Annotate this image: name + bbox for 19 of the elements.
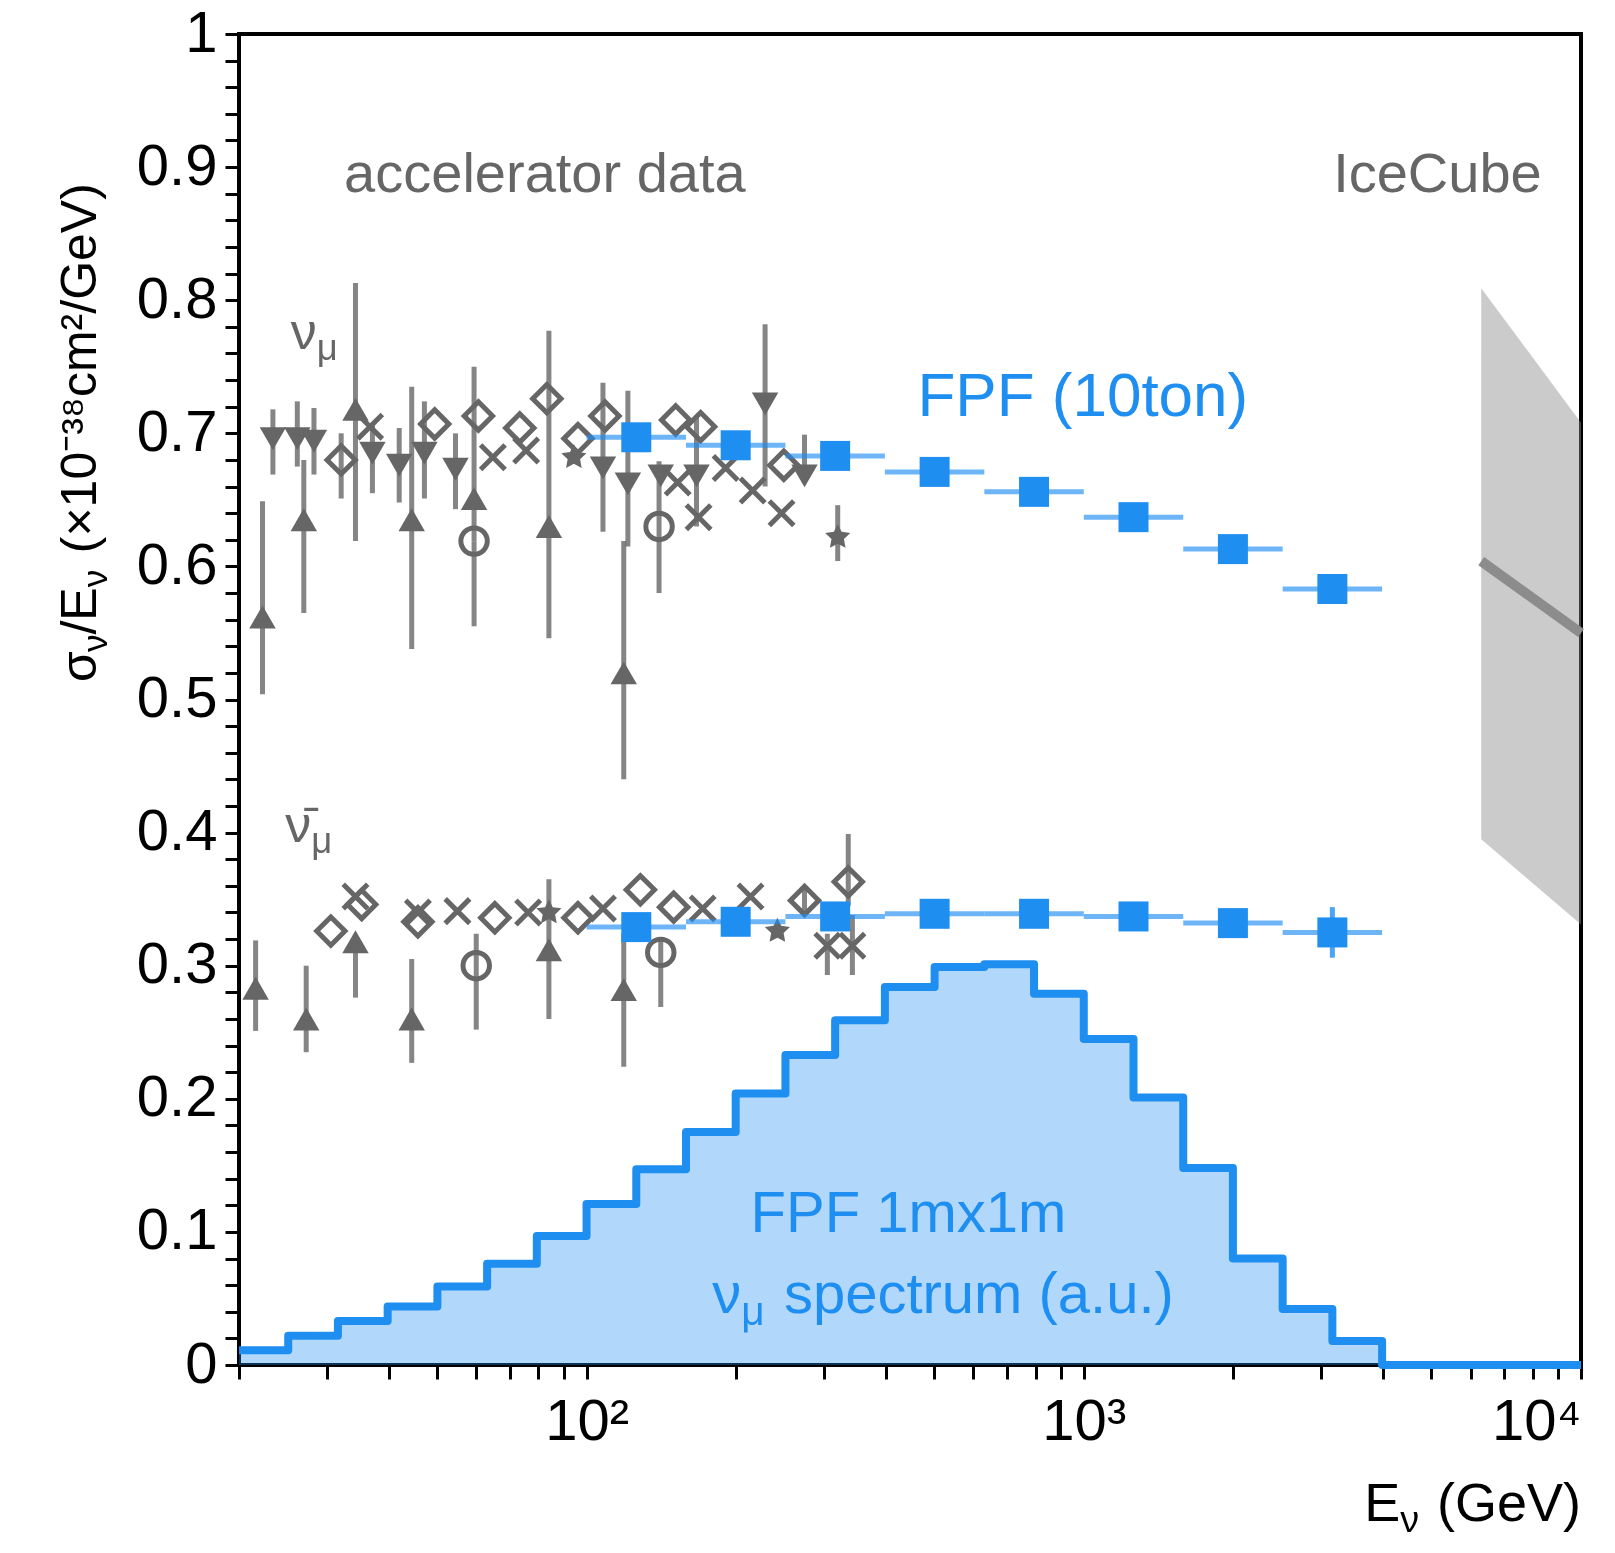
y-tick-label: 0.1 <box>136 1196 218 1262</box>
annotation: IceCube <box>1333 141 1542 205</box>
y-tick-label: 0.3 <box>136 930 218 996</box>
y-tick-label: 0 <box>185 1329 218 1395</box>
y-tick-label: 0.2 <box>136 1063 218 1129</box>
y-tick-label: 0.5 <box>136 664 218 729</box>
y-tick-label: 1 <box>185 0 218 64</box>
y-tick-label: 0.6 <box>136 530 218 596</box>
y-axis-title: σν/Eν (×10⁻³⁸cm²/GeV) <box>51 183 114 683</box>
y-tick-label: 0.4 <box>136 797 218 863</box>
x-tick-label: 10⁴ <box>1492 1386 1582 1452</box>
annotation: FPF (10ton) <box>917 360 1249 430</box>
x-tick-label: 10³ <box>1042 1386 1127 1452</box>
y-tick-label: 0.8 <box>136 264 218 330</box>
annotation: accelerator data <box>344 141 747 205</box>
x-tick-label: 10² <box>545 1386 629 1452</box>
annotation: FPF 1mx1m <box>750 1178 1067 1244</box>
y-tick-label: 0.7 <box>136 397 218 463</box>
y-tick-label: 0.9 <box>136 131 218 197</box>
